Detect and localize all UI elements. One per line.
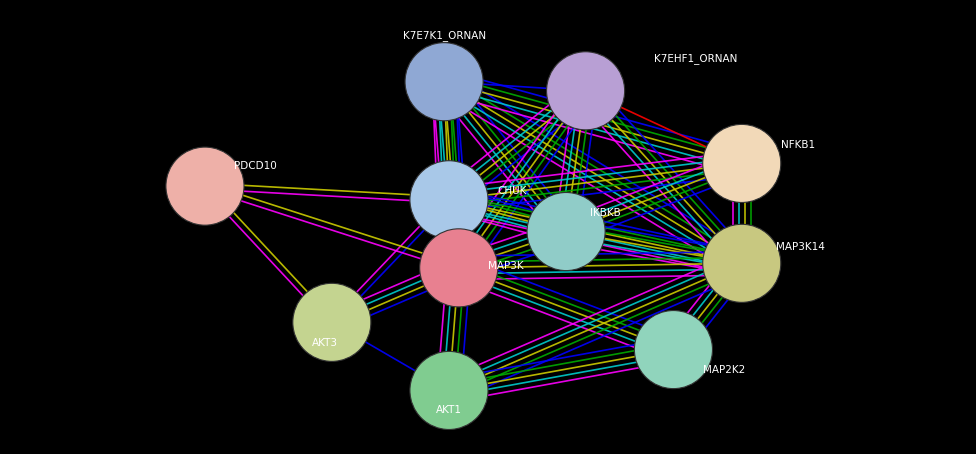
Circle shape [405, 43, 483, 121]
Text: CHUK: CHUK [498, 186, 527, 196]
Text: MAP3K: MAP3K [488, 261, 524, 271]
Text: AKT3: AKT3 [312, 338, 339, 348]
Text: AKT1: AKT1 [436, 405, 462, 415]
Text: MAP3K14: MAP3K14 [776, 242, 825, 252]
Text: K7EHF1_ORNAN: K7EHF1_ORNAN [654, 53, 737, 64]
Text: PDCD10: PDCD10 [234, 161, 277, 171]
Text: NFKB1: NFKB1 [781, 140, 815, 150]
Circle shape [547, 52, 625, 130]
Text: MAP2K2: MAP2K2 [703, 365, 745, 375]
Text: IKBKB: IKBKB [590, 208, 622, 218]
Text: K7E7K1_ORNAN: K7E7K1_ORNAN [402, 30, 486, 41]
Circle shape [420, 229, 498, 307]
Circle shape [166, 147, 244, 225]
Circle shape [410, 161, 488, 239]
Circle shape [634, 311, 712, 389]
Circle shape [703, 224, 781, 302]
Circle shape [410, 351, 488, 429]
Circle shape [703, 124, 781, 202]
Circle shape [527, 192, 605, 271]
Circle shape [293, 283, 371, 361]
